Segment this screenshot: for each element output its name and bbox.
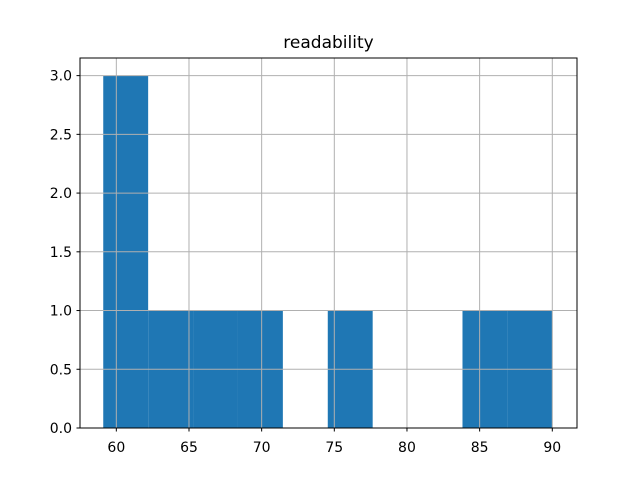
y-tick-label: 1.0 [50,304,72,320]
y-tick-label: 3.0 [50,69,72,85]
y-tick-label: 0.0 [50,421,72,437]
chart-title: readability [283,33,374,53]
y-tick-label: 2.0 [50,186,72,202]
x-tick-label: 65 [180,440,198,456]
x-tick-label: 80 [398,440,416,456]
y-tick-label: 1.5 [50,245,72,261]
x-tick-label: 60 [107,440,125,456]
plot-border [79,57,578,429]
y-tick-label: 0.5 [50,362,72,378]
x-tick-label: 85 [471,440,489,456]
y-tick-label: 2.5 [50,127,72,143]
x-tick-label: 90 [543,440,561,456]
x-tick-label: 70 [253,440,271,456]
x-tick-label: 75 [325,440,343,456]
